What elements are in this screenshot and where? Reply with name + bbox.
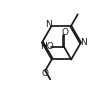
Text: O: O [61, 28, 68, 37]
Text: N: N [80, 38, 87, 47]
Text: HO: HO [40, 42, 54, 51]
Text: N: N [46, 20, 52, 29]
Text: O: O [41, 69, 48, 78]
